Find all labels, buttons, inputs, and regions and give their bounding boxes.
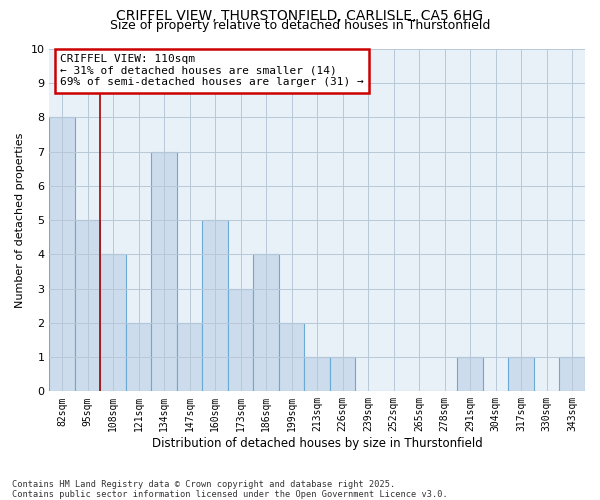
X-axis label: Distribution of detached houses by size in Thurstonfield: Distribution of detached houses by size … [152, 437, 482, 450]
Bar [253, 254, 279, 392]
Bar [202, 220, 228, 392]
Bar [330, 357, 355, 392]
Bar [559, 357, 585, 392]
Bar [100, 254, 126, 392]
Y-axis label: Number of detached properties: Number of detached properties [15, 132, 25, 308]
Bar [457, 357, 483, 392]
Bar [49, 118, 75, 392]
Bar [126, 323, 151, 392]
Text: Size of property relative to detached houses in Thurstonfield: Size of property relative to detached ho… [110, 19, 490, 32]
Bar [75, 220, 100, 392]
Bar [151, 152, 177, 392]
Text: Contains HM Land Registry data © Crown copyright and database right 2025.
Contai: Contains HM Land Registry data © Crown c… [12, 480, 448, 499]
Bar [508, 357, 534, 392]
Text: CRIFFEL VIEW, THURSTONFIELD, CARLISLE, CA5 6HG: CRIFFEL VIEW, THURSTONFIELD, CARLISLE, C… [116, 9, 484, 23]
Bar [177, 323, 202, 392]
Bar [279, 323, 304, 392]
Text: CRIFFEL VIEW: 110sqm
← 31% of detached houses are smaller (14)
69% of semi-detac: CRIFFEL VIEW: 110sqm ← 31% of detached h… [60, 54, 364, 88]
Bar [304, 357, 330, 392]
Bar [228, 288, 253, 392]
